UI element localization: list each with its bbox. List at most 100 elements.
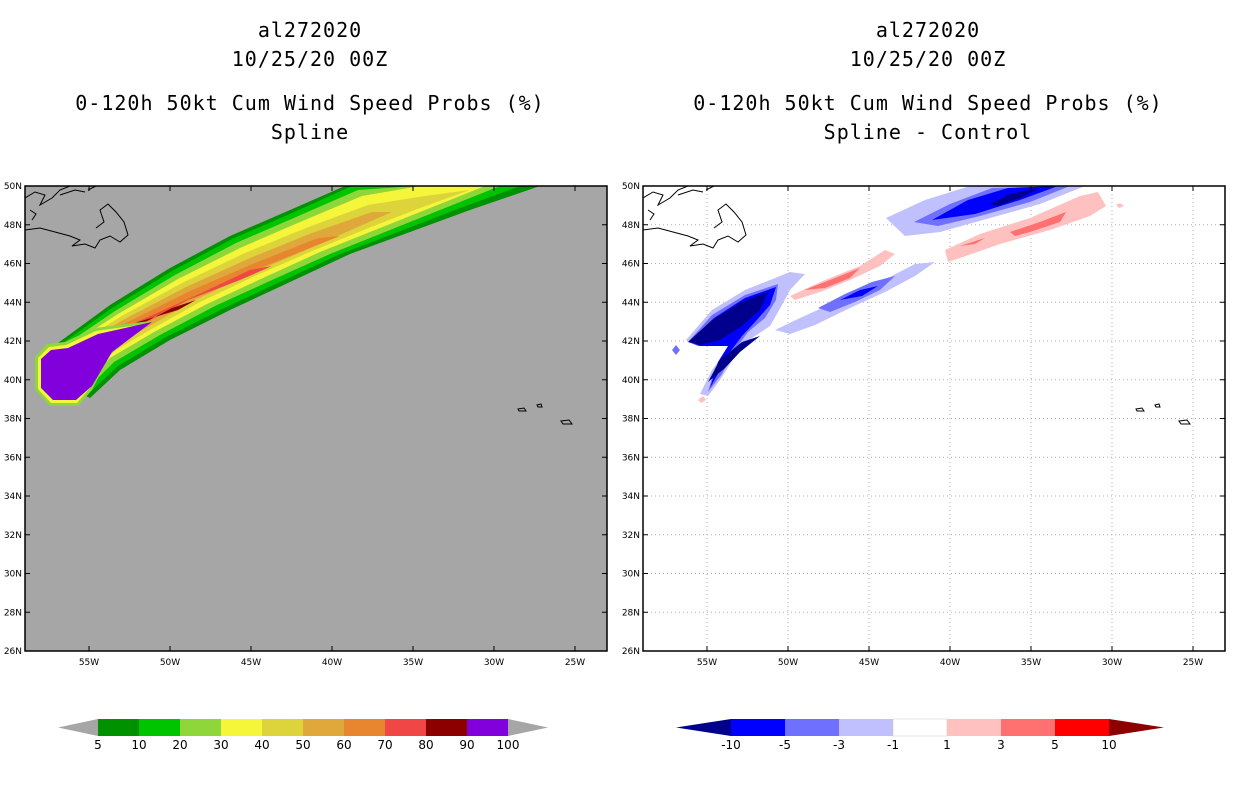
diff-neg-region-mid-core — [840, 286, 878, 300]
colorbar-swatch — [785, 719, 839, 736]
colorbar-swatch — [262, 719, 303, 736]
colorbar-label: 10 — [131, 738, 146, 752]
colorbar-swatch — [98, 719, 139, 736]
right-lon-axis: 55W 50W 45W 40W 35W 30W 25W — [697, 186, 1203, 668]
lat-tick-label: 46N — [4, 260, 22, 270]
lat-tick-label: 44N — [4, 298, 22, 308]
colorbar-swatch — [467, 719, 508, 736]
lat-tick-label: 46N — [622, 260, 640, 270]
left-subtitle: Spline — [270, 120, 350, 144]
colorbar-label: 30 — [213, 738, 228, 752]
diff-neg-region-west-max — [688, 292, 768, 382]
left-colorbar: 5 10 20 30 40 50 60 70 80 90 100 — [58, 719, 548, 752]
left-coast-newfoundland — [25, 186, 129, 249]
right-gridlines — [643, 186, 1225, 651]
right-coastline — [643, 186, 1191, 425]
colorbar-extension-high — [1109, 719, 1164, 736]
colorbar-extension-low — [58, 719, 98, 736]
lon-tick-label: 35W — [403, 658, 423, 668]
lon-tick-label: 30W — [1102, 658, 1122, 668]
lat-tick-label: 26N — [622, 647, 640, 657]
colorbar-extension-low — [676, 719, 731, 736]
right-map-background — [643, 186, 1225, 651]
colorbar-swatch — [947, 719, 1001, 736]
colorbar-label: 5 — [1051, 738, 1059, 752]
lat-tick-label: 50N — [622, 182, 640, 192]
lat-tick-label: 28N — [622, 608, 640, 618]
lon-tick-label: 45W — [859, 658, 879, 668]
lat-tick-label: 38N — [622, 415, 640, 425]
colorbar-label: 3 — [997, 738, 1005, 752]
colorbar-swatch — [303, 719, 344, 736]
lon-tick-label: 50W — [160, 658, 180, 668]
left-storm-id: al272020 — [257, 18, 363, 42]
diff-neg-region-northeast-max — [990, 188, 1040, 206]
colorbar-swatch — [385, 719, 426, 736]
right-datetime: 10/25/20 00Z — [849, 47, 1007, 71]
left-probability-field — [35, 186, 540, 406]
lon-tick-label: 50W — [778, 658, 798, 668]
colorbar-swatch — [839, 719, 893, 736]
right-colorbar: -10 -5 -3 -1 1 3 5 10 — [676, 718, 1164, 752]
lon-tick-label: 40W — [940, 658, 960, 668]
lat-tick-label: 30N — [4, 570, 22, 580]
lat-tick-label: 34N — [622, 492, 640, 502]
right-coast-newfoundland — [643, 186, 747, 249]
colorbar-swatch — [892, 718, 948, 737]
lat-tick-label: 34N — [4, 492, 22, 502]
lat-tick-label: 32N — [622, 531, 640, 541]
right-subtitle: Spline - Control — [823, 120, 1033, 144]
lon-tick-label: 40W — [322, 658, 342, 668]
colorbar-label: 40 — [254, 738, 269, 752]
lat-tick-label: 48N — [622, 221, 640, 231]
lat-tick-label: 26N — [4, 647, 22, 657]
colorbar-label: 20 — [172, 738, 187, 752]
lat-tick-label: 40N — [622, 376, 640, 386]
colorbar-label: 80 — [418, 738, 433, 752]
colorbar-label: -1 — [887, 738, 899, 752]
lon-tick-label: 25W — [1183, 658, 1203, 668]
colorbar-label: -3 — [833, 738, 845, 752]
diff-neg-region-west-dot — [672, 345, 680, 355]
right-difference-field — [672, 186, 1124, 403]
left-datetime: 10/25/20 00Z — [231, 47, 389, 71]
colorbar-swatch — [139, 719, 180, 736]
colorbar-label: 60 — [336, 738, 351, 752]
lon-tick-label: 30W — [484, 658, 504, 668]
lat-tick-label: 50N — [4, 182, 22, 192]
right-coast-azores — [1135, 403, 1191, 425]
lat-tick-label: 36N — [4, 453, 22, 463]
colorbar-swatch — [221, 719, 262, 736]
colorbar-swatch — [731, 719, 785, 736]
colorbar-swatch — [426, 719, 467, 736]
colorbar-label: 100 — [497, 738, 520, 752]
colorbar-label: -10 — [721, 738, 741, 752]
prob-band-100 — [41, 322, 152, 400]
colorbar-swatch — [1055, 719, 1109, 736]
lon-tick-label: 35W — [1021, 658, 1041, 668]
colorbar-label: 1 — [943, 738, 951, 752]
lat-tick-label: 44N — [622, 298, 640, 308]
lat-tick-label: 42N — [622, 337, 640, 347]
left-lon-axis: 55W 50W 45W 40W 35W 30W 25W — [79, 186, 585, 668]
colorbar-label: 10 — [1101, 738, 1116, 752]
left-coastline — [25, 186, 573, 425]
colorbar-label: 90 — [459, 738, 474, 752]
lon-tick-label: 55W — [697, 658, 717, 668]
colorbar-label: 50 — [295, 738, 310, 752]
left-coast-azores — [517, 403, 573, 425]
colorbar-swatch — [344, 719, 385, 736]
colorbar-extension-high — [508, 719, 548, 736]
left-lat-axis: 50N 48N 46N 44N 42N 40N 38N 36N 34N 32N 30N 28N 26N — [4, 182, 607, 657]
right-storm-id: al272020 — [875, 18, 981, 42]
lat-tick-label: 42N — [4, 337, 22, 347]
left-product: 0-120h 50kt Cum Wind Speed Probs (%) — [75, 91, 545, 115]
right-panel-title: al272020 10/25/20 00Z 0-120h 50kt Cum Wi… — [628, 16, 1228, 147]
colorbar-label: -5 — [779, 738, 791, 752]
left-map: 50N48N46N44N42N40N38N36N34N32N30N28N26N … — [4, 182, 608, 668]
left-panel-title: al272020 10/25/20 00Z 0-120h 50kt Cum Wi… — [10, 16, 610, 147]
lat-tick-label: 28N — [4, 608, 22, 618]
lon-tick-label: 25W — [565, 658, 585, 668]
lat-tick-label: 30N — [622, 570, 640, 580]
